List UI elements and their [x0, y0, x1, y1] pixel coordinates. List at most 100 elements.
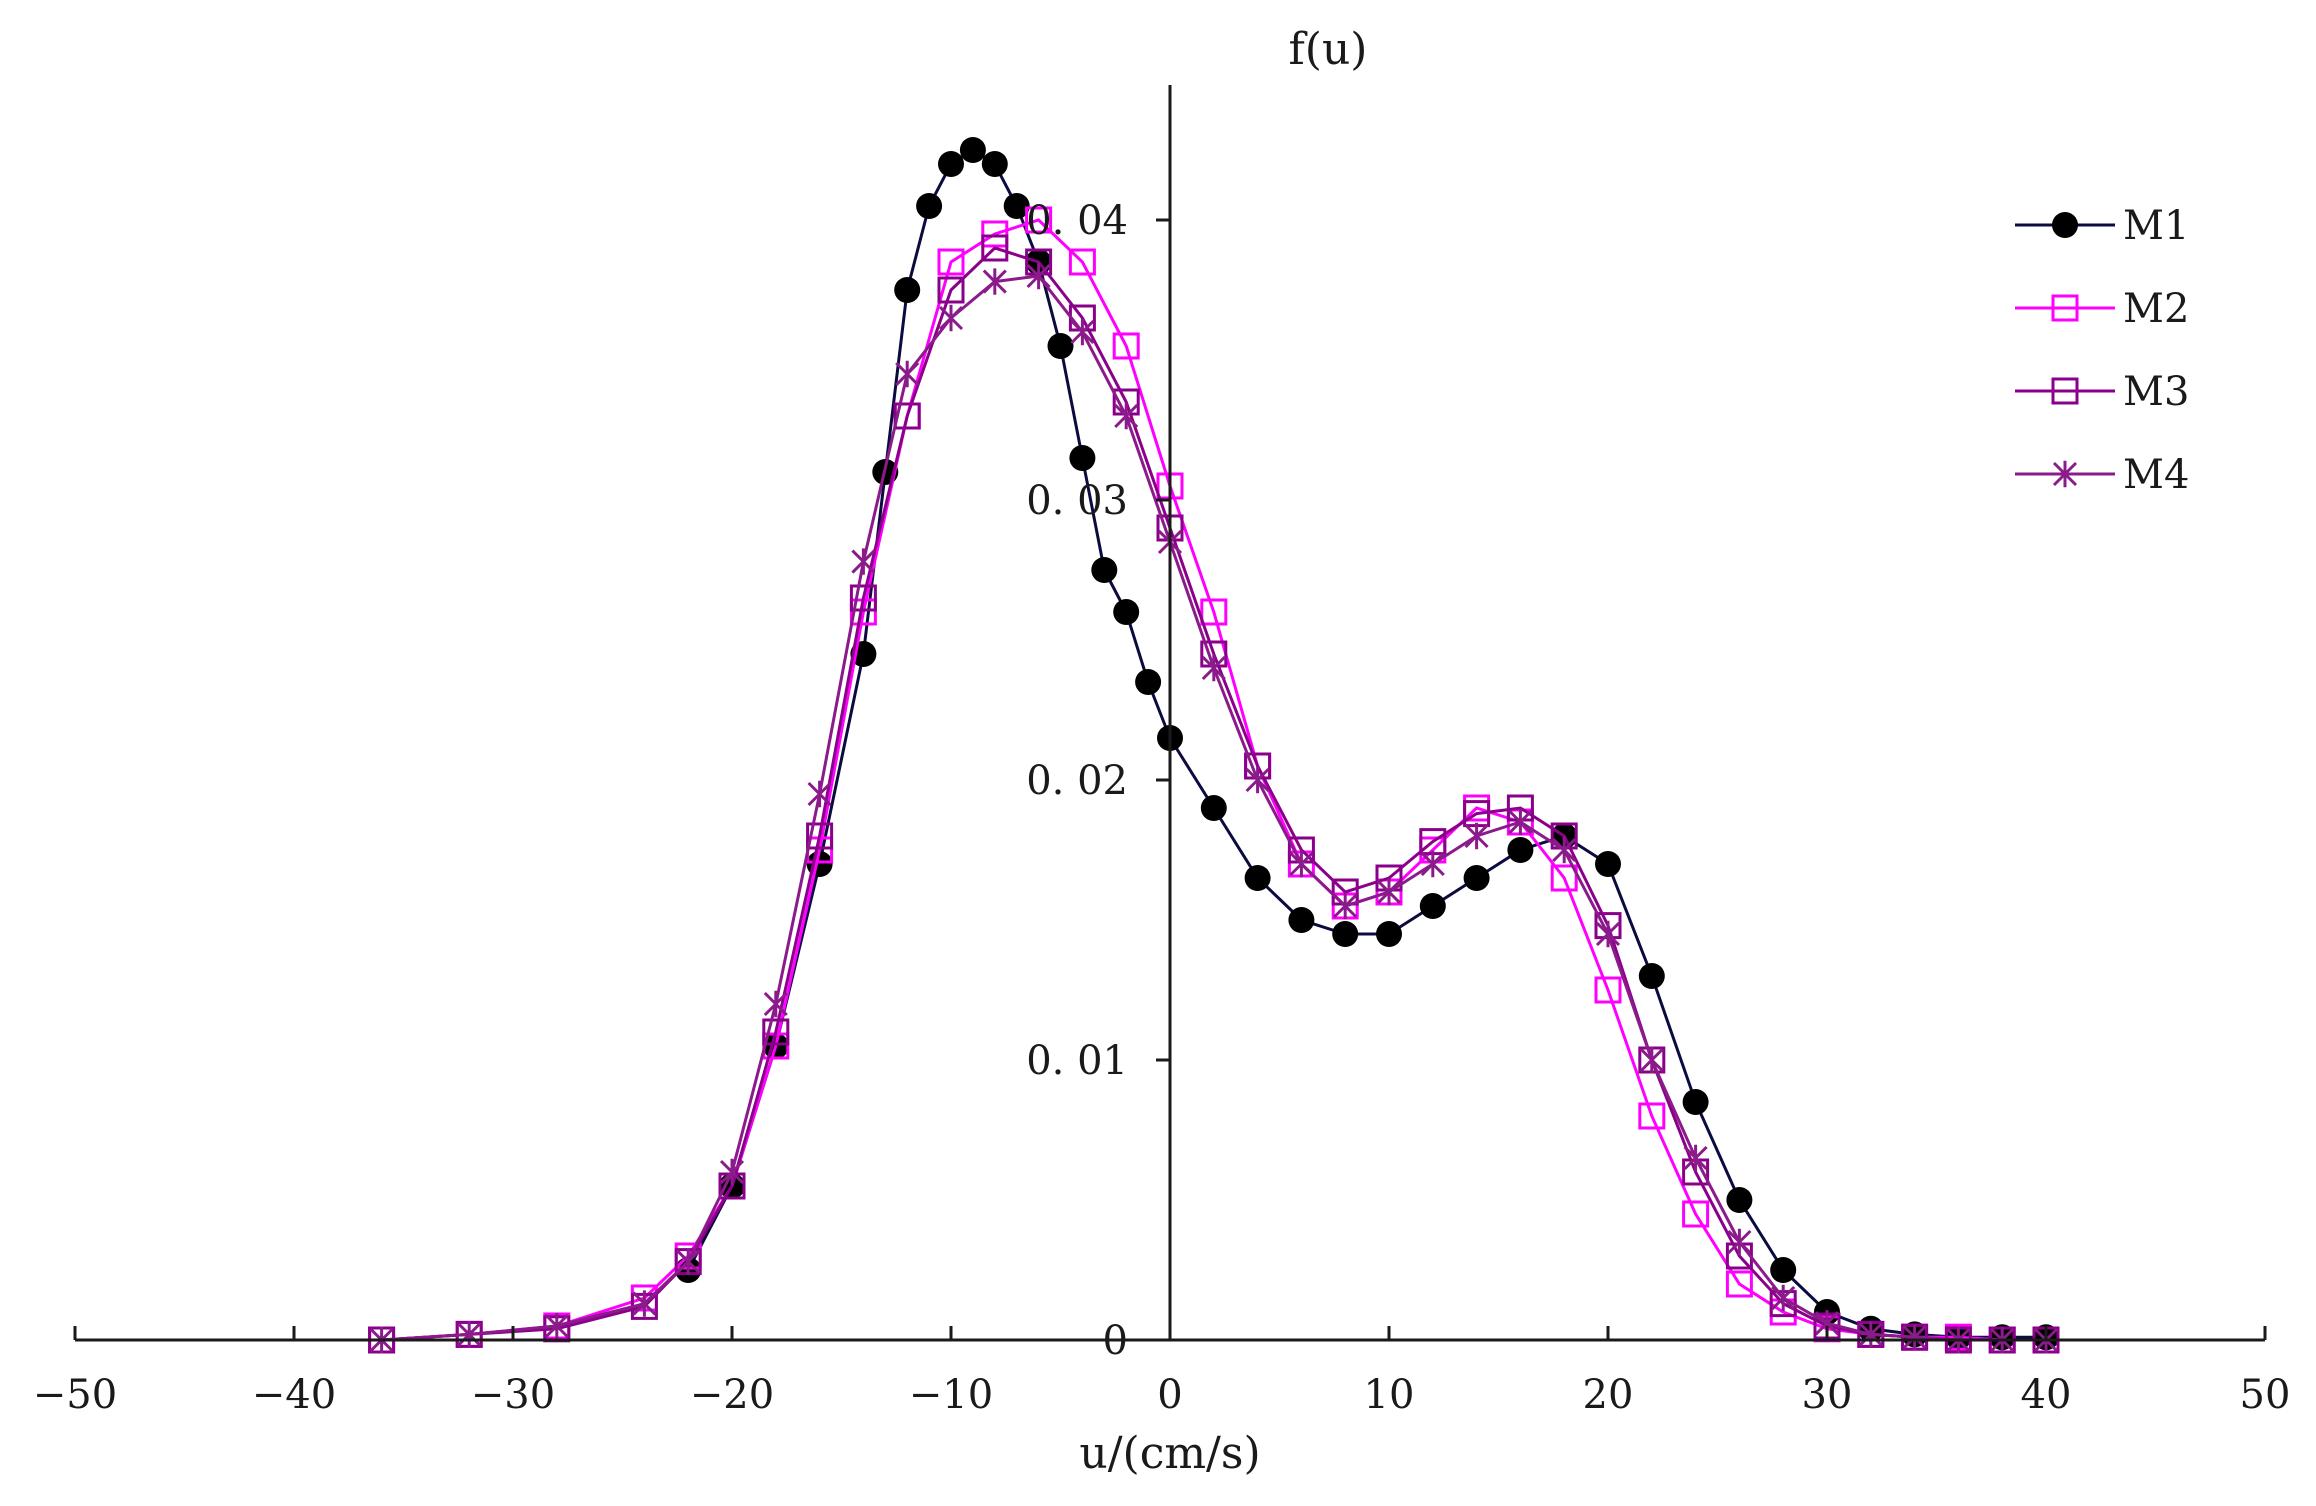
- series-line-m3: [381, 246, 2046, 1342]
- marker-m2: [1025, 206, 1053, 234]
- series-layer: [368, 137, 2060, 1354]
- marker-m4: [1376, 878, 1402, 906]
- x-tick-label: 40: [2021, 1372, 2072, 1418]
- marker-m4: [763, 990, 788, 1018]
- legend-label: M2: [2123, 286, 2189, 332]
- marker-m1: [2052, 212, 2078, 238]
- series-m3: [368, 234, 2060, 1354]
- marker-m1: [1113, 599, 1140, 625]
- marker-m4: [632, 1290, 657, 1317]
- y-tick-label: 0. 02: [1026, 758, 1128, 804]
- y-axis-label: f(u): [1289, 24, 1368, 75]
- marker-m1: [1003, 193, 1030, 219]
- marker-m1: [1638, 963, 1665, 989]
- marker-m4: [1858, 1321, 1883, 1348]
- legend-label: M4: [2123, 452, 2189, 498]
- y-tick-label: 0. 04: [1026, 198, 1128, 244]
- x-tick-label: 0: [1157, 1372, 1182, 1418]
- series-line-m4: [381, 274, 2046, 1342]
- marker-m1: [1332, 921, 1359, 947]
- y-tick-label: 0. 03: [1026, 478, 1128, 524]
- marker-m4: [2052, 460, 2078, 488]
- marker-m4: [1201, 654, 1226, 682]
- marker-m1: [1507, 837, 1534, 863]
- x-tick-label: −10: [909, 1372, 993, 1418]
- marker-m4: [1727, 1228, 1752, 1256]
- marker-m2: [1725, 1270, 1753, 1298]
- marker-m3: [893, 402, 921, 430]
- marker-m1: [1419, 893, 1446, 919]
- x-tick-label: −50: [33, 1372, 117, 1418]
- marker-m2: [1200, 598, 1228, 626]
- marker-m1: [894, 277, 921, 303]
- marker-m4: [1508, 808, 1533, 836]
- marker-m4: [1070, 318, 1095, 346]
- series-line-m2: [381, 218, 2046, 1342]
- marker-m2: [981, 220, 1009, 248]
- marker-m2: [1550, 864, 1578, 892]
- marker-m1: [959, 137, 986, 163]
- marker-m1: [1200, 795, 1227, 821]
- marker-m4: [1245, 766, 1270, 794]
- marker-m4: [807, 780, 832, 808]
- legend-label: M3: [2123, 369, 2189, 415]
- marker-m2: [1112, 332, 1140, 360]
- legend: M1 M2 M3 M4: [2015, 203, 2189, 498]
- marker-m4: [1771, 1284, 1796, 1312]
- series-m2: [368, 206, 2060, 1354]
- marker-m2: [1682, 1200, 1710, 1228]
- marker-m4: [1289, 850, 1314, 878]
- axes-layer: [75, 85, 2265, 1342]
- marker-m1: [1595, 851, 1621, 877]
- y-ticks: 0 0. 01 0. 02 0. 03 0. 04: [1026, 198, 1170, 1364]
- marker-m2: [1594, 976, 1622, 1004]
- x-ticks: −50 −40 −30 −20 −10 0 10 20 30 40 50: [33, 1326, 2291, 1418]
- marker-m2: [2051, 294, 2079, 322]
- marker-m4: [1333, 892, 1358, 920]
- x-axis-label: u/(cm/s): [1079, 1428, 1260, 1479]
- marker-m1: [1288, 907, 1315, 933]
- marker-m4: [676, 1248, 701, 1275]
- legend-item-m3: M3: [2015, 369, 2189, 415]
- legend-item-m1: M1: [2015, 203, 2189, 249]
- x-tick-label: 20: [1583, 1372, 1634, 1418]
- x-tick-label: 10: [1364, 1372, 1415, 1418]
- legend-item-m2: M2: [2015, 286, 2189, 332]
- marker-m4: [1114, 402, 1139, 430]
- marker-m1: [1682, 1089, 1709, 1115]
- marker-m4: [457, 1321, 482, 1348]
- marker-m1: [1770, 1257, 1797, 1283]
- marker-m4: [851, 548, 876, 575]
- marker-m1: [1244, 865, 1271, 891]
- marker-m4: [1639, 1046, 1664, 1074]
- marker-m3: [762, 1018, 790, 1046]
- marker-m1: [981, 151, 1008, 177]
- marker-m4: [719, 1158, 745, 1186]
- x-tick-label: 30: [1802, 1372, 1853, 1418]
- marker-m3: [937, 276, 965, 304]
- marker-m4: [1464, 822, 1489, 850]
- marker-m1: [1047, 333, 1074, 359]
- marker-m4: [1683, 1144, 1708, 1172]
- x-tick-label: 50: [2240, 1372, 2291, 1418]
- marker-m4: [1552, 836, 1577, 864]
- x-tick-label: −30: [471, 1372, 555, 1418]
- marker-m1: [1463, 865, 1490, 891]
- marker-m4: [1420, 850, 1445, 878]
- series-m1: [675, 137, 2059, 1351]
- marker-m3: [849, 584, 877, 612]
- legend-item-m4: M4: [2015, 452, 2189, 498]
- y-tick-label: 0: [1103, 1318, 1128, 1364]
- y-tick-label: 0. 01: [1026, 1038, 1128, 1084]
- marker-m4: [1902, 1324, 1927, 1351]
- marker-m4: [982, 268, 1007, 295]
- series-line-m1: [686, 148, 2046, 1339]
- marker-m4: [1595, 920, 1621, 948]
- marker-m1: [938, 151, 964, 177]
- marker-m3: [981, 234, 1009, 262]
- marker-m1: [916, 193, 943, 219]
- marker-m1: [1376, 921, 1402, 947]
- marker-m2: [1638, 1102, 1666, 1130]
- marker-m2: [937, 248, 965, 276]
